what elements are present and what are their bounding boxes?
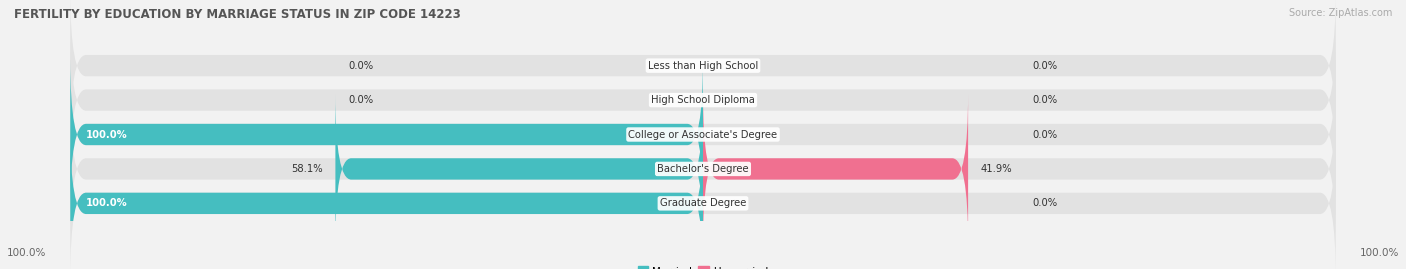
FancyBboxPatch shape [703,94,969,244]
Text: Bachelor's Degree: Bachelor's Degree [657,164,749,174]
Text: 0.0%: 0.0% [349,95,374,105]
Text: 41.9%: 41.9% [981,164,1012,174]
FancyBboxPatch shape [70,0,1336,141]
Text: Less than High School: Less than High School [648,61,758,71]
Text: FERTILITY BY EDUCATION BY MARRIAGE STATUS IN ZIP CODE 14223: FERTILITY BY EDUCATION BY MARRIAGE STATU… [14,8,461,21]
FancyBboxPatch shape [336,94,703,244]
Legend: Married, Unmarried: Married, Unmarried [634,262,772,269]
Text: 0.0%: 0.0% [1032,198,1057,208]
FancyBboxPatch shape [70,94,1336,244]
FancyBboxPatch shape [70,128,1336,269]
Text: 0.0%: 0.0% [1032,61,1057,71]
Text: Graduate Degree: Graduate Degree [659,198,747,208]
Text: 100.0%: 100.0% [86,198,128,208]
Text: 100.0%: 100.0% [86,129,128,140]
FancyBboxPatch shape [70,59,1336,210]
FancyBboxPatch shape [70,25,1336,175]
Text: College or Associate's Degree: College or Associate's Degree [628,129,778,140]
Text: 0.0%: 0.0% [349,61,374,71]
FancyBboxPatch shape [70,128,703,269]
Text: High School Diploma: High School Diploma [651,95,755,105]
Text: 100.0%: 100.0% [1360,248,1399,258]
FancyBboxPatch shape [70,59,703,210]
Text: 100.0%: 100.0% [7,248,46,258]
Text: 58.1%: 58.1% [291,164,323,174]
Text: 0.0%: 0.0% [1032,95,1057,105]
Text: Source: ZipAtlas.com: Source: ZipAtlas.com [1288,8,1392,18]
Text: 0.0%: 0.0% [1032,129,1057,140]
